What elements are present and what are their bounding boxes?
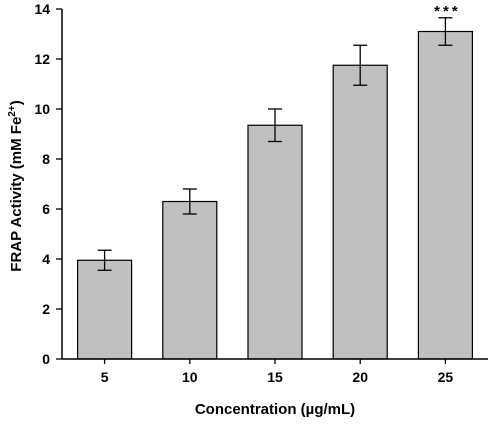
x-tick-label-5: 5	[101, 369, 109, 385]
y-tick-label-10: 10	[34, 101, 50, 117]
bar-10	[162, 200, 218, 360]
bar-5	[76, 259, 133, 360]
y-tick-label-4: 4	[42, 251, 50, 267]
y-axis-title: FRAP Activity (mM Fe2+)	[7, 100, 25, 271]
y-ticks-layer: 0 2 4 6 8 10 12 14	[34, 1, 62, 367]
bar-25	[417, 30, 473, 360]
y-tick-label-14: 14	[34, 1, 50, 17]
x-axis-title: Concentration (µg/mL)	[195, 401, 355, 418]
x-tick-label-20: 20	[352, 369, 368, 385]
y-tick-label-8: 8	[42, 151, 50, 167]
y-tick-label-12: 12	[34, 51, 50, 67]
y-axis-title-close: )	[8, 100, 25, 105]
error-bars-layer	[97, 17, 453, 271]
annotations-layer: ***	[434, 3, 461, 20]
bar-20	[332, 64, 388, 360]
x-tick-label-15: 15	[267, 369, 283, 385]
significance-marker-25: ***	[434, 3, 461, 20]
y-tick-label-0: 0	[42, 351, 50, 367]
x-tick-label-10: 10	[182, 369, 198, 385]
x-tick-label-25: 25	[438, 369, 454, 385]
x-ticks-layer: 5 10 15 20 25	[101, 359, 454, 385]
y-axis-title-main: FRAP Activity (mM Fe	[8, 117, 25, 272]
y-axis-title-superscript: 2+	[7, 105, 18, 117]
y-tick-label-6: 6	[42, 201, 50, 217]
y-tick-label-2: 2	[42, 301, 50, 317]
bars-layer	[76, 30, 473, 360]
bar-15	[247, 124, 303, 360]
